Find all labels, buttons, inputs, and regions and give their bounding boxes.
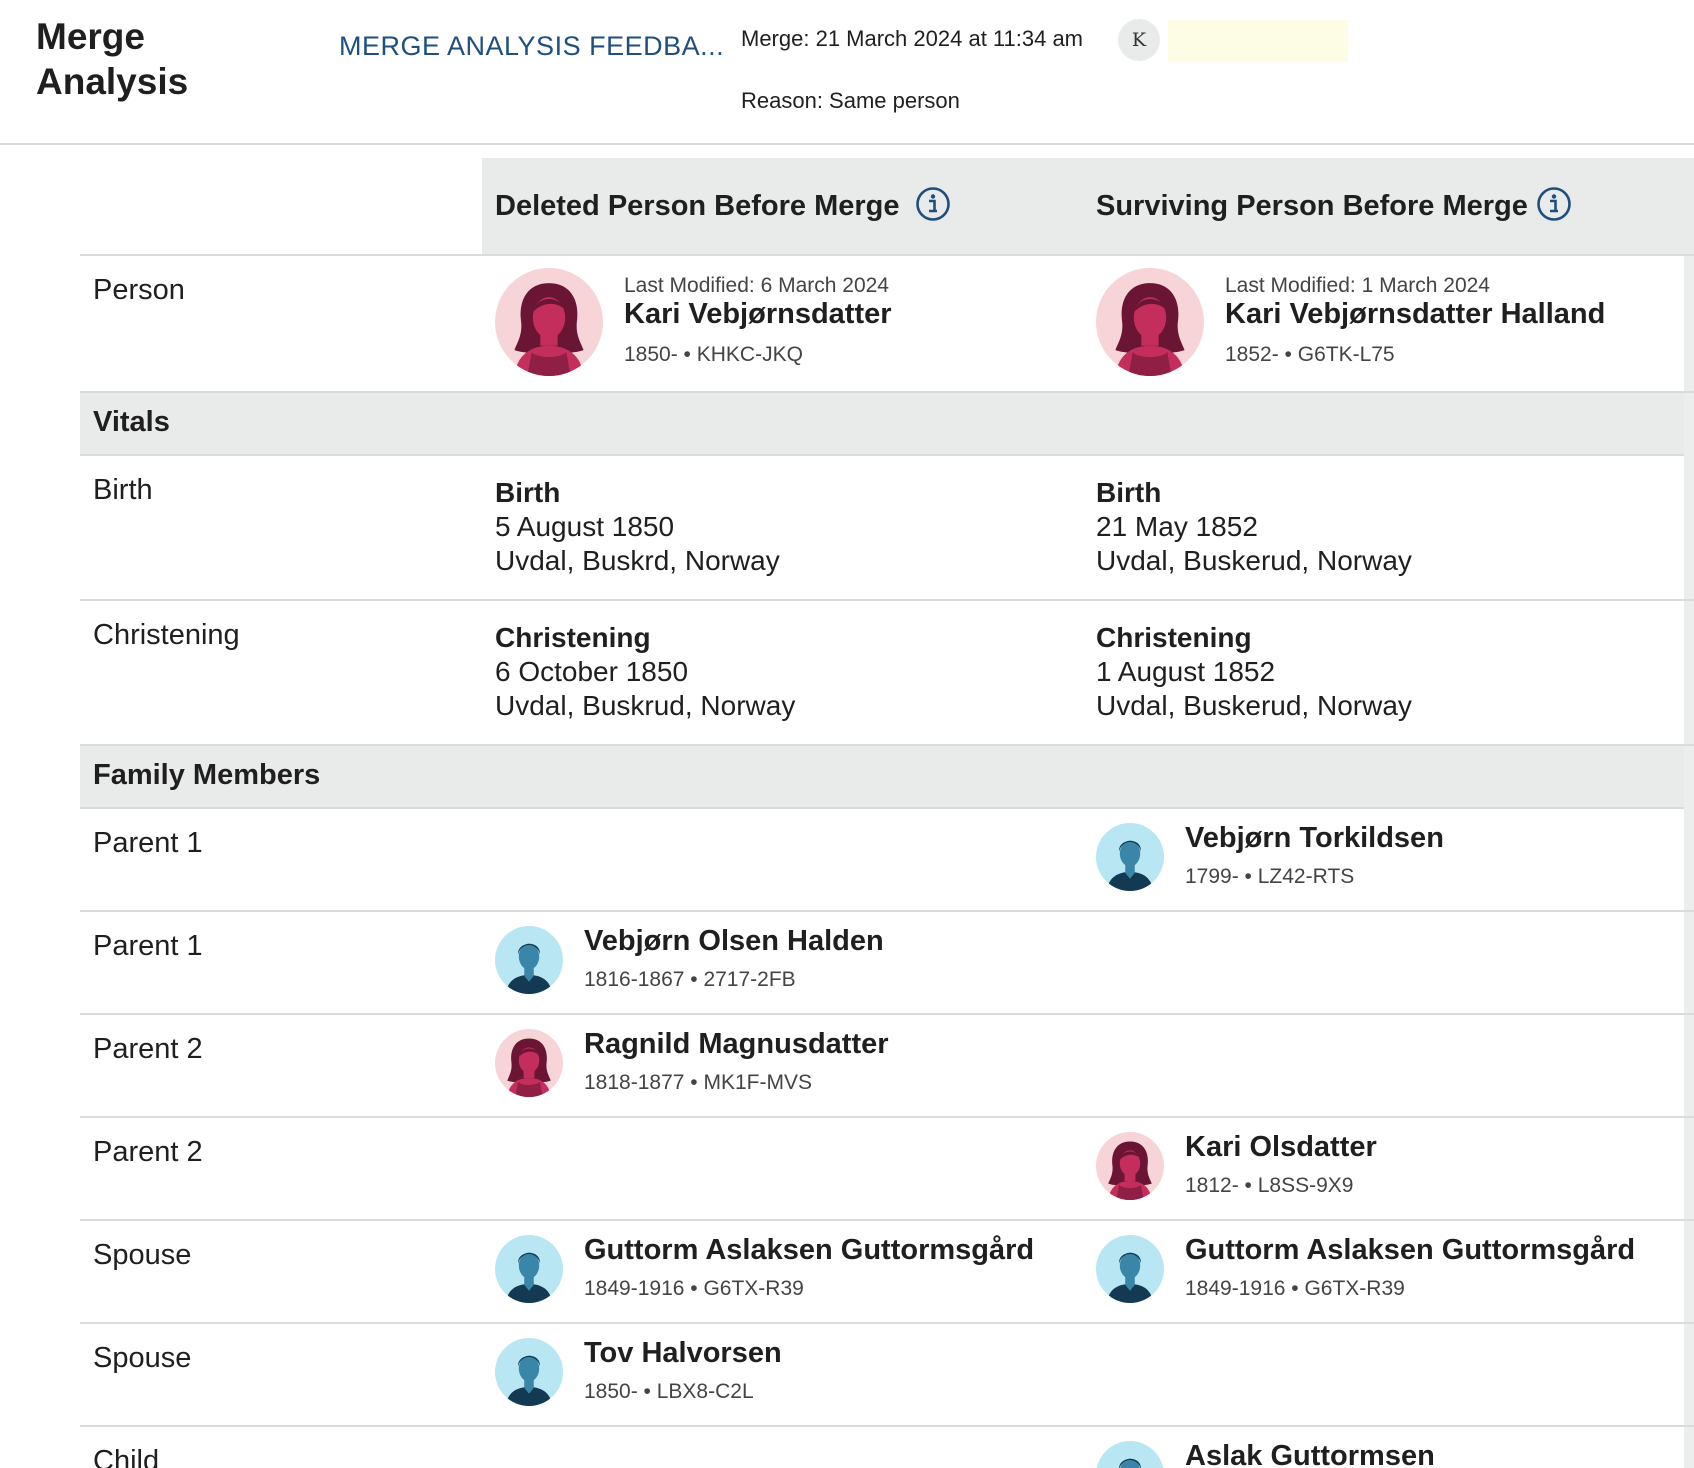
family-row: Spouse Tov Halvorsen 1850- • LBX8-C2L: [80, 1324, 1694, 1427]
family-person-name[interactable]: Guttorm Aslaksen Guttormsgård: [584, 1234, 1035, 1266]
deleted-last-modified: Last Modified: 6 March 2024: [624, 274, 889, 297]
section-vitals-title: Vitals: [93, 406, 170, 438]
female-avatar-icon: [495, 268, 603, 376]
page-title-line2: Analysis: [36, 61, 189, 102]
row-label-christening: Christening: [93, 619, 240, 651]
family-person-name[interactable]: Kari Olsdatter: [1185, 1131, 1377, 1163]
family-row: Spouse Guttorm Aslaksen Guttormsgård 184…: [80, 1221, 1694, 1324]
surviving-person-meta: 1852- • G6TK-L75: [1225, 343, 1395, 366]
user-avatar[interactable]: K: [1118, 19, 1160, 61]
male-avatar-icon: [1096, 823, 1164, 891]
row-label-spouse: Spouse: [93, 1239, 192, 1271]
page-title-line1: Merge: [36, 16, 145, 57]
deleted-person-name[interactable]: Kari Vebjørnsdatter: [624, 298, 892, 330]
event-place: Uvdal, Buskerud, Norway: [1096, 690, 1412, 721]
row-label-birth: Birth: [93, 474, 153, 506]
family-person-meta: 1816-1867 • 2717-2FB: [584, 968, 796, 991]
column-header-bar: Deleted Person Before Merge Surviving Pe…: [482, 158, 1694, 256]
male-avatar-icon: [495, 1235, 563, 1303]
user-name-redacted[interactable]: [1168, 20, 1348, 62]
male-avatar-icon: [1096, 1441, 1164, 1468]
event-place: Uvdal, Buskrud, Norway: [495, 690, 796, 721]
page-title: Merge Analysis: [36, 14, 188, 104]
section-vitals: Vitals: [80, 393, 1684, 456]
event-type: Birth: [495, 477, 561, 508]
family-person-name[interactable]: Vebjørn Torkildsen: [1185, 822, 1444, 854]
surviving-last-modified: Last Modified: 1 March 2024: [1225, 274, 1490, 297]
family-person-meta: 1850- • LBX8-C2L: [584, 1380, 754, 1403]
family-row: Child Aslak Guttormsen: [80, 1427, 1694, 1468]
family-row: Parent 1 Vebjørn Torkildsen 1799- • LZ42…: [80, 809, 1694, 912]
female-avatar-icon: [495, 1029, 563, 1097]
event-type: Christening: [495, 622, 651, 653]
family-person-name[interactable]: Guttorm Aslaksen Guttormsgård: [1185, 1234, 1636, 1266]
family-person-meta: 1849-1916 • G6TX-R39: [584, 1277, 804, 1300]
event-type: Christening: [1096, 622, 1252, 653]
header-divider: [80, 254, 482, 256]
deleted-person-column-title: Deleted Person Before Merge: [495, 190, 900, 222]
family-person-name[interactable]: Aslak Guttormsen: [1185, 1440, 1435, 1468]
family-row: Parent 1 Vebjørn Olsen Halden 1816-1867 …: [80, 912, 1694, 1015]
row-label-parent: Parent 2: [93, 1136, 203, 1168]
event-place: Uvdal, Buskrd, Norway: [495, 545, 780, 576]
male-avatar-icon: [495, 926, 563, 994]
event-date: 1 August 1852: [1096, 656, 1276, 687]
event-date: 6 October 1850: [495, 656, 689, 687]
row-label-person: Person: [93, 274, 185, 306]
scroll-edge: [1684, 158, 1694, 1468]
male-avatar-icon: [495, 1338, 563, 1406]
merge-comparison-table: Deleted Person Before Merge Surviving Pe…: [80, 158, 1694, 1468]
merge-reason: Reason: Same person: [741, 88, 960, 113]
merge-analysis-feedback-link[interactable]: MERGE ANALYSIS FEEDBA...: [339, 31, 725, 61]
event-type: Birth: [1096, 477, 1162, 508]
vital-row-christening: Christening Christening 6 October 1850 U…: [80, 601, 1694, 746]
family-person-meta: 1849-1916 • G6TX-R39: [1185, 1277, 1405, 1300]
family-person-name[interactable]: Ragnild Magnusdatter: [584, 1028, 889, 1060]
female-avatar-icon: [1096, 268, 1204, 376]
row-label-spouse: Spouse: [93, 1342, 192, 1374]
row-label-parent: Parent 1: [93, 930, 203, 962]
event-date: 5 August 1850: [495, 511, 675, 542]
event-date: 21 May 1852: [1096, 511, 1258, 542]
family-row: Parent 2 Kari Olsdatter 1812- • L8SS-9X9: [80, 1118, 1694, 1221]
event-place: Uvdal, Buskerud, Norway: [1096, 545, 1412, 576]
person-row: Person Last Modified: 6 March 2024 Kari …: [80, 256, 1694, 393]
surviving-person-name[interactable]: Kari Vebjørnsdatter Halland: [1225, 298, 1606, 330]
family-person-name[interactable]: Vebjørn Olsen Halden: [584, 925, 884, 957]
merge-date: Merge: 21 March 2024 at 11:34 am: [741, 26, 1084, 51]
row-label-parent: Parent 2: [93, 1033, 203, 1065]
surviving-person-column-title: Surviving Person Before Merge: [1096, 190, 1528, 222]
section-family-members: Family Members: [80, 746, 1684, 809]
family-person-meta: 1812- • L8SS-9X9: [1185, 1174, 1354, 1197]
family-person-meta: 1799- • LZ42-RTS: [1185, 865, 1355, 888]
row-label-child: Child: [93, 1445, 160, 1468]
surviving-info-icon[interactable]: [1536, 186, 1572, 222]
male-avatar-icon: [1096, 1235, 1164, 1303]
row-label-parent: Parent 1: [93, 827, 203, 859]
family-row: Parent 2 Ragnild Magnusdatter 1818-1877 …: [80, 1015, 1694, 1118]
deleted-info-icon[interactable]: [915, 186, 951, 222]
section-family-title: Family Members: [93, 759, 321, 791]
vital-row-birth: Birth Birth 5 August 1850 Uvdal, Buskrd,…: [80, 456, 1694, 601]
family-person-name[interactable]: Tov Halvorsen: [584, 1337, 782, 1369]
top-bar: Merge Analysis MERGE ANALYSIS FEEDBA... …: [0, 0, 1694, 145]
deleted-person-meta: 1850- • KHKC-JKQ: [624, 343, 803, 366]
female-avatar-icon: [1096, 1132, 1164, 1200]
family-person-meta: 1818-1877 • MK1F-MVS: [584, 1071, 812, 1094]
